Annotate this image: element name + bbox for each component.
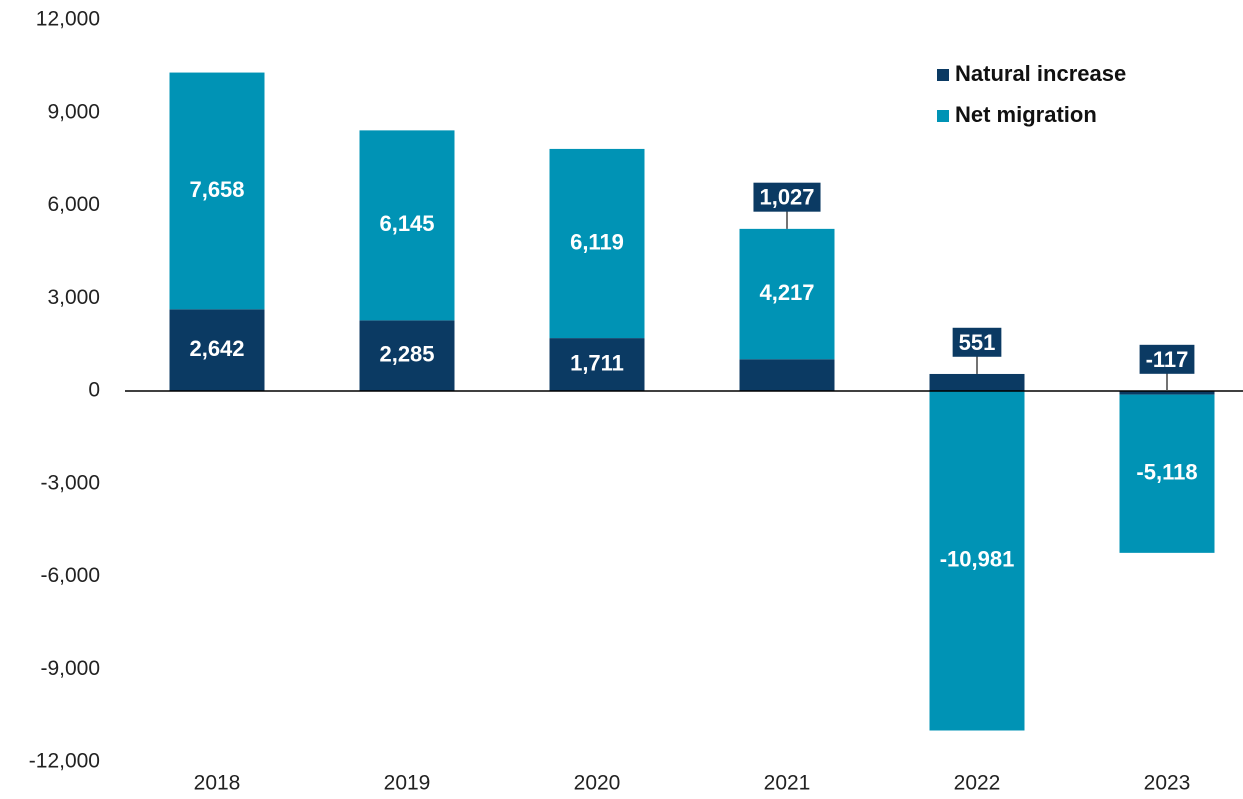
bar-segment [739,359,835,391]
x-tick-label: 2020 [574,772,621,795]
y-tick-label: 3,000 [47,286,100,309]
legend-swatch [937,110,949,122]
bar-segment [549,338,645,391]
x-tick-label: 2023 [1144,772,1191,795]
x-tick-label: 2021 [764,772,811,795]
data-label: 2,285 [379,341,434,366]
x-tick-label: 2018 [194,772,241,795]
bar-segment [1119,394,1215,553]
data-label: 4,217 [759,280,814,305]
bar-segment [929,373,1025,391]
data-label: 7,658 [189,177,244,202]
y-tick-label: -3,000 [40,471,100,494]
bar-segment [169,309,265,391]
data-label: 551 [959,330,996,355]
data-label: 6,119 [570,229,624,254]
y-tick-label: -6,000 [40,564,100,587]
bar-segment [359,320,455,391]
label-box [952,327,1002,357]
bar-segment [739,228,835,360]
legend-label: Natural increase [955,61,1126,86]
x-tick-label: 2022 [954,772,1001,795]
label-box [753,182,821,212]
data-label: 2,642 [189,336,244,361]
y-tick-label: 0 [88,379,100,402]
y-tick-label: -12,000 [29,750,100,773]
x-tick-label: 2019 [384,772,431,795]
bar-segment [549,148,645,339]
data-label: 1,711 [570,350,624,375]
y-tick-label: 9,000 [47,100,100,123]
bar-segment [929,391,1025,731]
label-box [1139,344,1195,374]
legend-swatch [937,69,949,81]
data-label: -5,118 [1136,460,1197,485]
legend-label: Net migration [955,102,1097,127]
data-label: 6,145 [379,211,434,236]
bar-segment [359,130,455,321]
bar-segment [1119,391,1215,395]
data-label: 1,027 [759,185,814,210]
y-tick-label: 6,000 [47,193,100,216]
data-label: -10,981 [940,547,1015,572]
y-tick-label: 12,000 [36,8,100,31]
y-tick-label: -9,000 [40,657,100,680]
bar-segment [169,72,265,310]
data-label: -117 [1146,347,1189,372]
